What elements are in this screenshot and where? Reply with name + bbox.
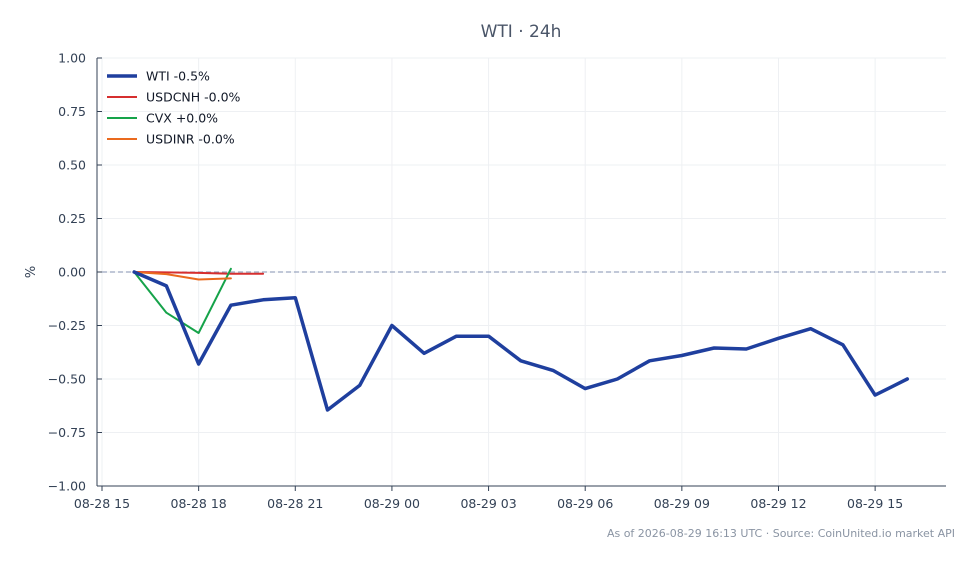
y-axis-label: % — [24, 266, 39, 278]
series-line-3 — [133, 271, 232, 281]
x-tick-label: 08-29 00 — [364, 496, 420, 511]
y-tick-label: −0.25 — [48, 318, 86, 333]
y-tick-label: −0.50 — [48, 372, 86, 387]
y-tick-label: 0.50 — [58, 158, 86, 173]
footer-source: As of 2026-08-29 16:13 UTC · Source: Coi… — [607, 527, 955, 540]
y-tick-label: −0.75 — [48, 425, 86, 440]
y-tick-label: 0.00 — [58, 265, 86, 280]
legend: WTI -0.5% USDCNH -0.0% CVX +0.0% USDINR -0.… — [107, 69, 241, 147]
x-tick-label: 08-29 03 — [460, 496, 516, 511]
y-tick-label: 0.75 — [58, 104, 86, 119]
legend-label-0: WTI -0.5% — [146, 69, 210, 84]
legend-label-3: USDINR -0.0% — [146, 132, 235, 147]
legend-label-1: USDCNH -0.0% — [146, 90, 241, 105]
x-tick-label: 08-29 06 — [557, 496, 613, 511]
x-axis-ticks: 08-28 15 08-28 18 08-28 21 08-29 00 08-29 03… — [74, 486, 903, 511]
y-tick-label: 1.00 — [58, 51, 86, 66]
series-line-1 — [133, 271, 265, 275]
x-tick-label: 08-29 09 — [654, 496, 710, 511]
x-tick-label: 08-29 15 — [847, 496, 903, 511]
series-line-0 — [132, 270, 910, 412]
x-tick-label: 08-28 21 — [267, 496, 323, 511]
series-lines — [132, 267, 910, 412]
x-tick-label: 08-28 18 — [171, 496, 227, 511]
chart-title: WTI · 24h — [481, 22, 562, 42]
y-axis-ticks: 1.00 0.75 0.50 0.25 0.00 −0.25 −0.50 −0.75 −1.00 — [48, 51, 102, 494]
legend-label-2: CVX +0.0% — [146, 111, 218, 126]
y-tick-label: −1.00 — [48, 479, 86, 494]
x-tick-label: 08-29 12 — [750, 496, 806, 511]
y-tick-label: 0.25 — [58, 211, 86, 226]
x-tick-label: 08-28 15 — [74, 496, 130, 511]
